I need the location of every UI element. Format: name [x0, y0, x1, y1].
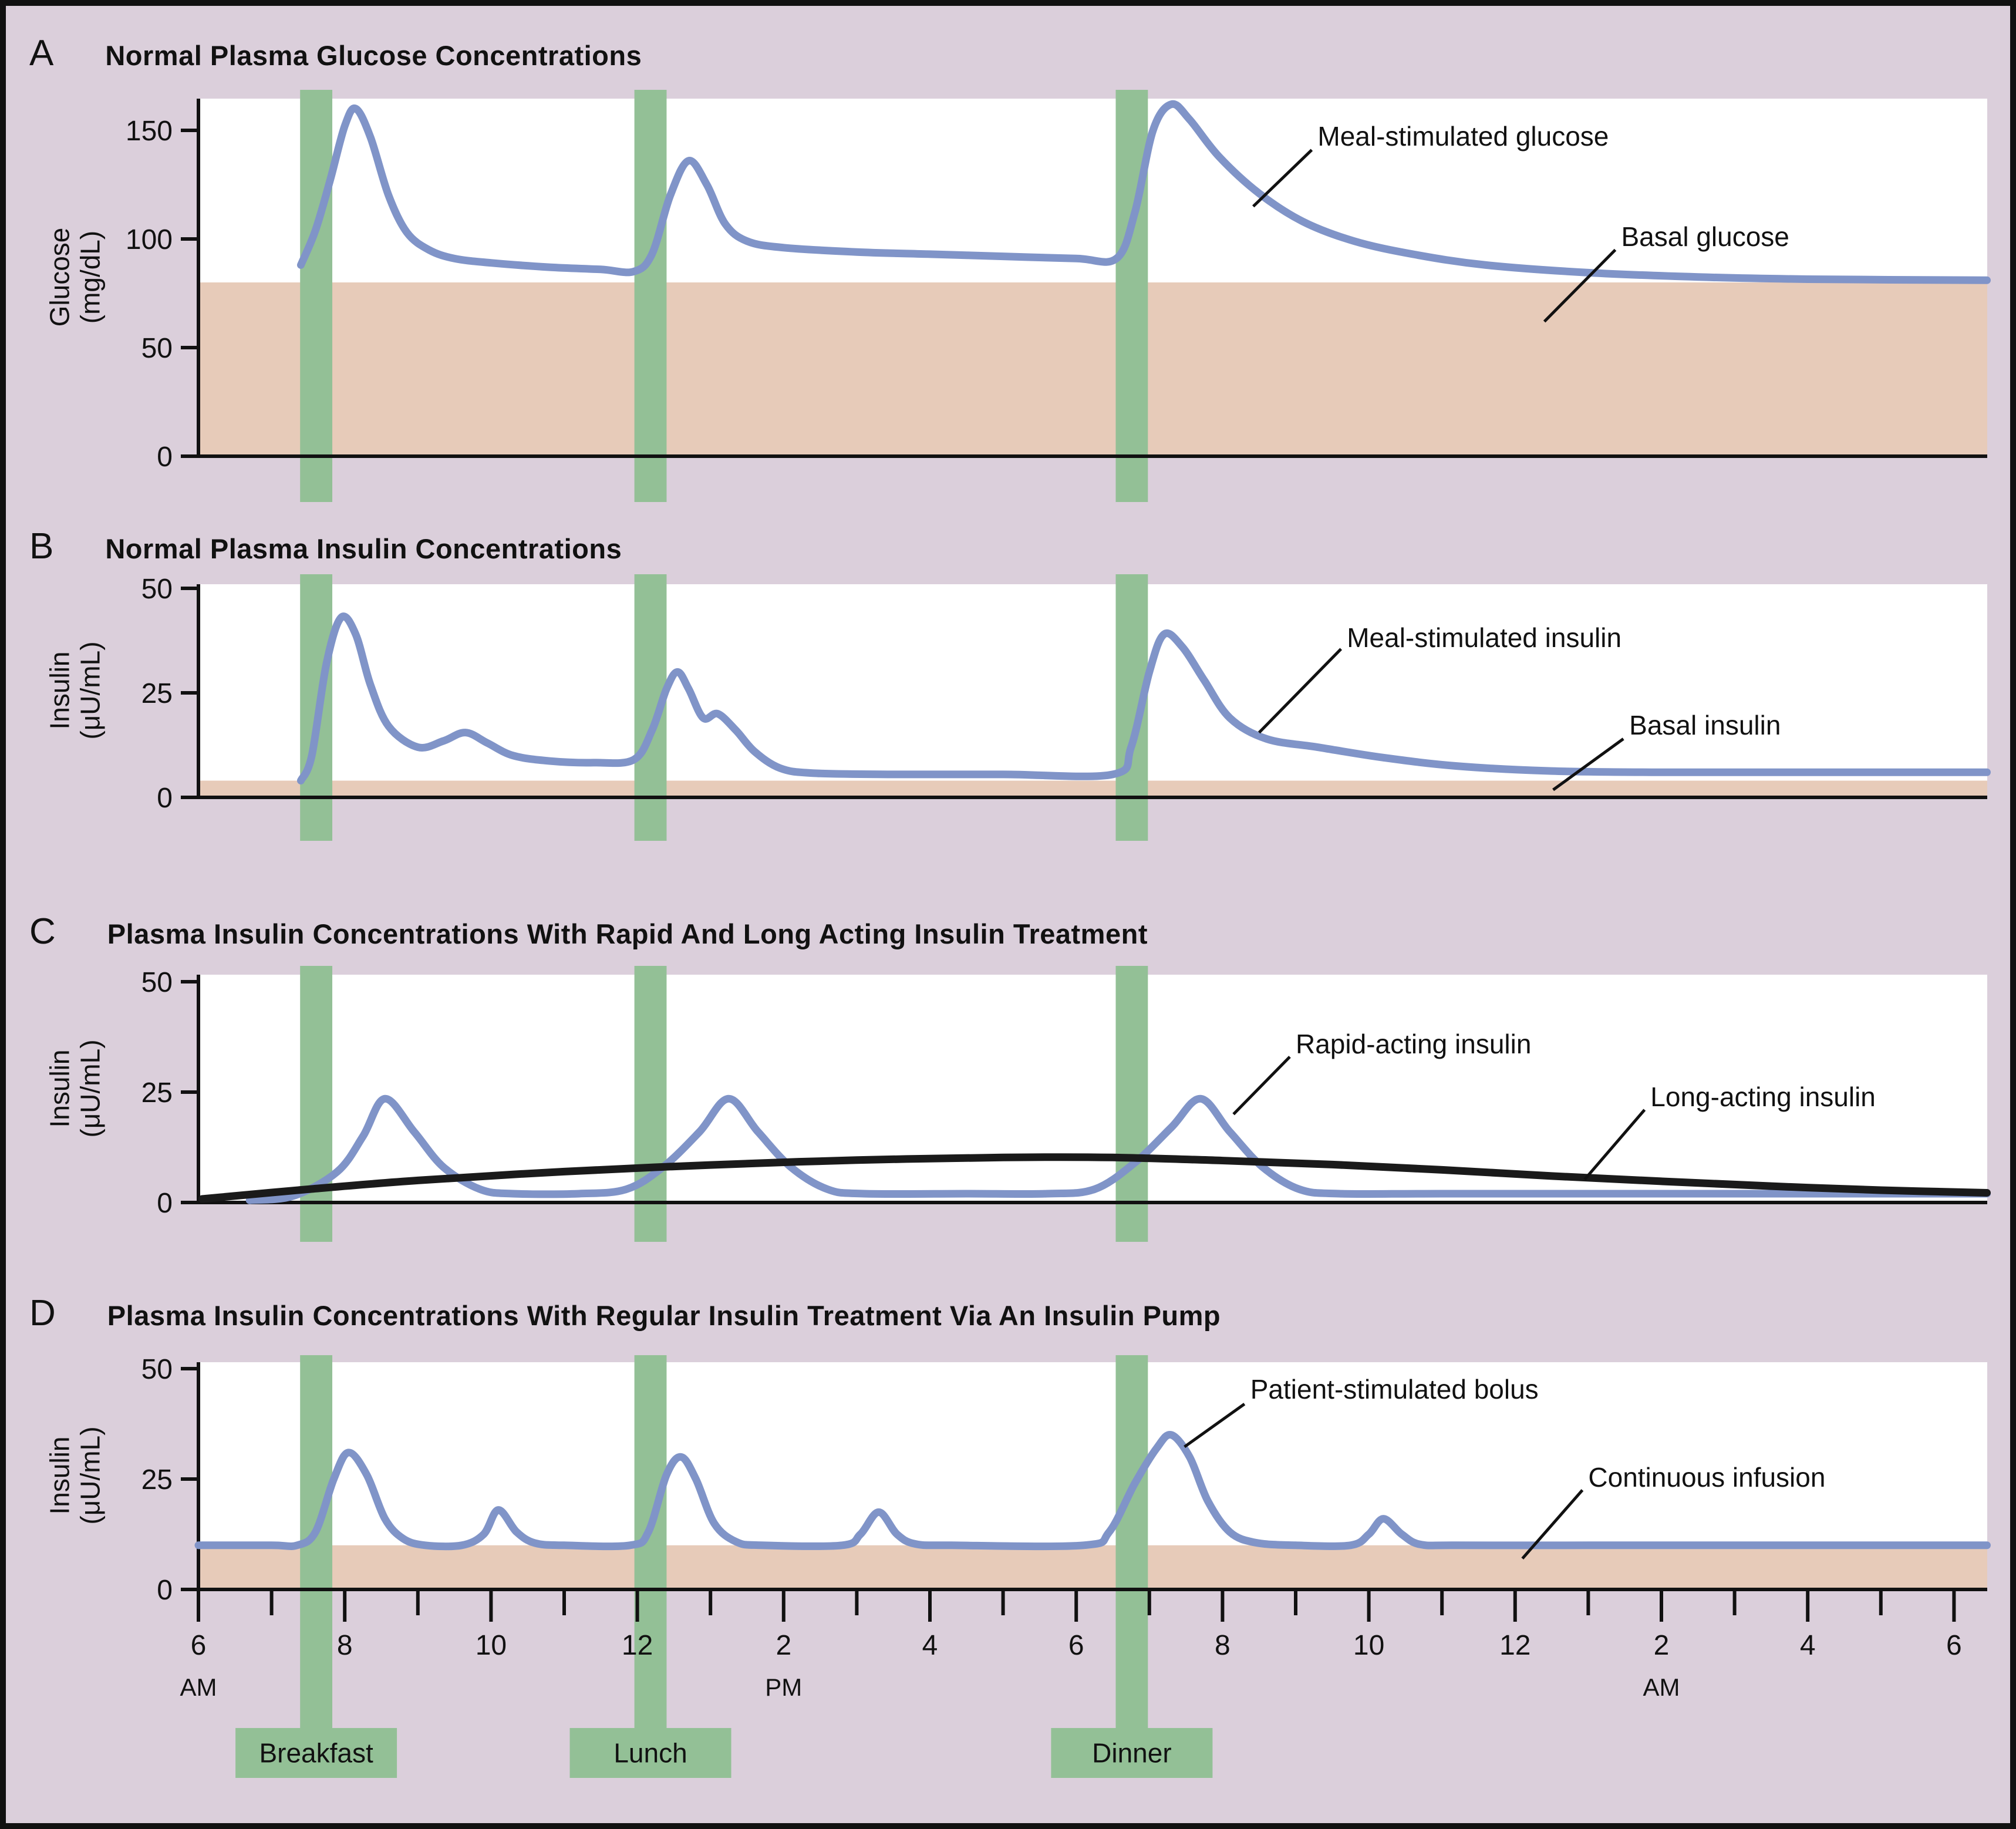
panel-a-title-text: Normal Plasma Glucose Concentrations	[105, 40, 642, 71]
panel-d-title-text: Plasma Insulin Concentrations With Regul…	[107, 1300, 1221, 1331]
series-meal-stimulated-glucose	[296, 100, 1991, 284]
x-tick-label: 2	[776, 1630, 791, 1661]
meal-bar-dinner	[1115, 966, 1148, 1242]
annotation-basal-glucose: Basal glucose	[1621, 221, 1789, 252]
meal-bar-dinner	[1115, 1355, 1148, 1739]
meal-label-breakfast: Breakfast	[259, 1738, 373, 1769]
x-tick-label: 10	[1353, 1630, 1384, 1661]
y-tick-label: 0	[157, 1575, 173, 1606]
series-meal-stimulated-insulin	[296, 612, 1991, 785]
x-tick-label: 2	[1654, 1630, 1670, 1661]
basal-band	[198, 780, 1987, 797]
meal-label-box-dinner	[1051, 1728, 1213, 1778]
y-tick-label: 0	[157, 442, 173, 473]
x-tick-label: 10	[476, 1630, 507, 1661]
annotation-meal-stimulated-insulin: Meal-stimulated insulin	[1347, 622, 1622, 653]
x-tick-label: 6	[1068, 1630, 1084, 1661]
meal-bar-lunch	[634, 90, 667, 502]
x-tick-label: 12	[622, 1630, 653, 1661]
y-tick-label: 50	[141, 1354, 173, 1385]
meal-bar-breakfast	[300, 966, 333, 1242]
annotation-patient-stimulated-bolus: Patient-stimulated bolus	[1250, 1373, 1539, 1404]
panel-c-title-text: Plasma Insulin Concentrations With Rapid…	[107, 918, 1148, 949]
y-tick-label: 100	[126, 224, 173, 255]
meal-bar-breakfast	[300, 1355, 333, 1739]
meal-bar-breakfast	[300, 90, 333, 502]
x-tick-label: 6	[1946, 1630, 1962, 1661]
panel-b-yaxis-label: Insulin (μU/mL)	[44, 641, 105, 740]
meal-label-dinner: Dinner	[1092, 1738, 1172, 1769]
annotation-leader-line	[1543, 248, 1617, 323]
annotation-long-acting-insulin: Long-acting insulin	[1650, 1082, 1876, 1113]
basal-band	[198, 282, 1987, 456]
y-tick-label: 150	[126, 116, 173, 147]
y-tick-label: 0	[157, 783, 173, 814]
panel-b: 50 25 0	[141, 574, 1991, 841]
annotation-leader-line	[1232, 1056, 1291, 1116]
y-tick-label: 25	[141, 1464, 173, 1495]
annotation-leader-line	[1258, 648, 1343, 734]
panel-a-letter: A	[29, 33, 54, 73]
panel-d: 50 25 0	[141, 1354, 1991, 1739]
basal-band	[198, 1545, 1987, 1589]
x-tick-label: 6	[191, 1630, 207, 1661]
series-long-acting-insulin	[198, 1153, 1991, 1203]
panel-c-letter: C	[29, 911, 56, 952]
panel-c-yaxis-label: Insulin (μU/mL)	[44, 1039, 105, 1138]
y-tick-label: 50	[141, 333, 173, 364]
panel-a-yaxis-label: Glucose (mg/dL)	[44, 227, 105, 327]
x-tick-label: 8	[337, 1630, 353, 1661]
meal-label-box-lunch	[569, 1728, 731, 1778]
y-tick-label: 50	[141, 967, 173, 998]
meal-label-box-breakfast	[235, 1728, 397, 1778]
panel-b-letter: B	[29, 526, 54, 567]
meal-label-lunch: Lunch	[613, 1738, 687, 1769]
annotation-basal-insulin: Basal insulin	[1629, 710, 1781, 741]
period-label-am: AM	[180, 1673, 217, 1701]
panel-d-yaxis-label: Insulin (μU/mL)	[44, 1426, 105, 1525]
plot-area	[198, 975, 1987, 1203]
annotation-leader-line	[1583, 1109, 1646, 1181]
annotation-leader-line	[1521, 1489, 1584, 1560]
annotation-leader-line	[1184, 1403, 1246, 1449]
x-tick-label: 8	[1215, 1630, 1230, 1661]
panel-a: 150 100 50 0	[126, 90, 1991, 502]
panel-b-title-text: Normal Plasma Insulin Concentrations	[105, 533, 622, 564]
x-tick-label: 12	[1499, 1630, 1530, 1661]
annotation-leader-line	[1252, 149, 1313, 208]
period-label-pm: PM	[765, 1673, 802, 1701]
series-pump-insulin-boluses-continuous-infusion-	[194, 1431, 1991, 1551]
meal-bar-lunch	[634, 966, 667, 1242]
panel-c-title: C Plasma Insulin Concentrations With Rap…	[29, 911, 1148, 952]
x-tick-label: 4	[1800, 1630, 1816, 1661]
panel-b-title: B Normal Plasma Insulin Concentrations	[29, 526, 622, 567]
meal-bar-dinner	[1115, 90, 1148, 502]
plot-area	[198, 584, 1987, 797]
y-tick-label: 25	[141, 678, 173, 709]
x-tick-label: 4	[922, 1630, 938, 1661]
annotation-leader-line	[1552, 737, 1624, 791]
panel-d-title: D Plasma Insulin Concentrations With Reg…	[29, 1292, 1221, 1334]
y-tick-label: 0	[157, 1188, 173, 1219]
panel-d-letter: D	[29, 1293, 56, 1333]
y-tick-label: 50	[141, 574, 173, 605]
annotation-meal-stimulated-glucose: Meal-stimulated glucose	[1317, 121, 1609, 152]
annotation-continuous-infusion: Continuous infusion	[1588, 1461, 1826, 1493]
panel-a-title: A Normal Plasma Glucose Concentrations	[29, 32, 642, 74]
period-label-am: AM	[1643, 1673, 1680, 1701]
annotation-rapid-acting-insulin: Rapid-acting insulin	[1296, 1028, 1532, 1059]
y-tick-label: 25	[141, 1077, 173, 1109]
series-rapid-acting-insulin	[245, 1094, 1991, 1204]
panel-c: 50 25 0	[141, 966, 1991, 1242]
